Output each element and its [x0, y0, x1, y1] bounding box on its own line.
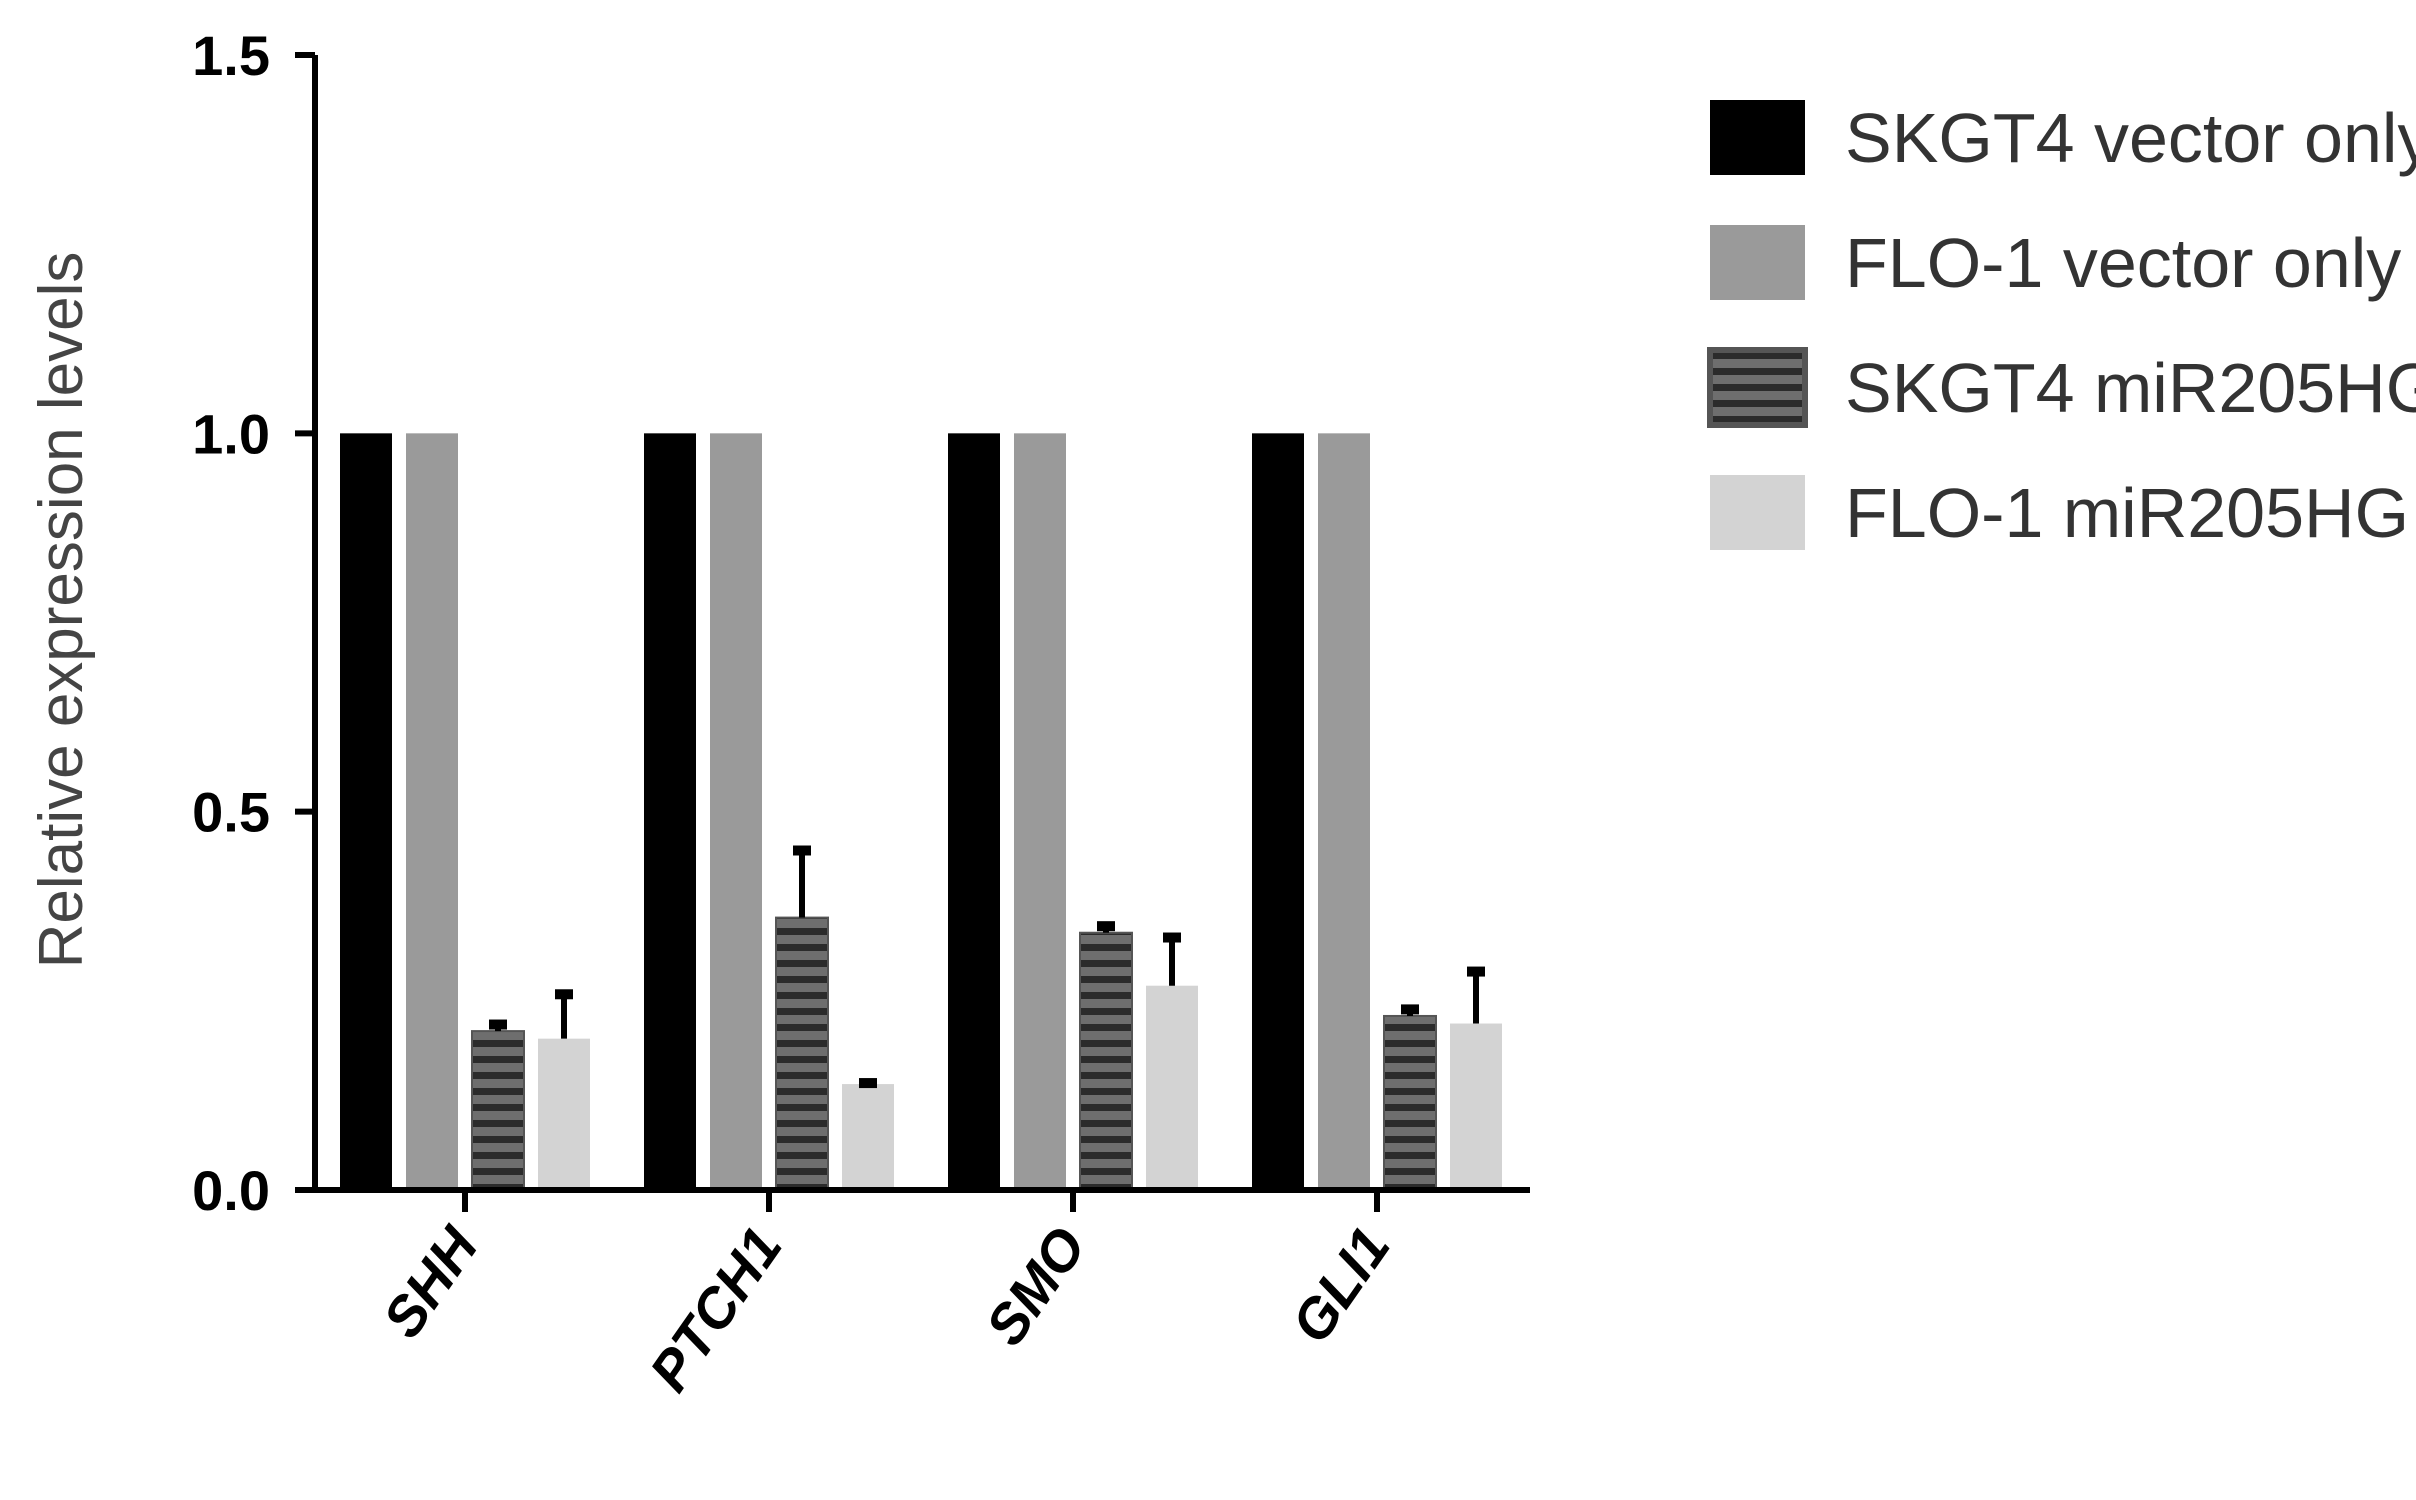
bar-ptch1-series-1 — [644, 433, 696, 1190]
bar-ptch1-series-4 — [842, 1084, 894, 1190]
error-cap — [859, 1078, 877, 1089]
legend-swatch — [1710, 100, 1805, 175]
bar-ptch1-series-3 — [775, 916, 829, 1191]
legend: SKGT4 vector only FLO-1 vector only SKGT4 … — [1707, 99, 2416, 552]
error-cap — [1097, 921, 1115, 932]
error-cap — [555, 989, 573, 1000]
y-tick-label: 0.0 — [192, 1159, 270, 1222]
legend-label: SKGT4 miR205HG — [1845, 349, 2416, 427]
bar-gli1-series-2 — [1318, 433, 1370, 1190]
bar-smo-series-4 — [1146, 985, 1198, 1190]
legend-label: FLO-1 vector only — [1845, 224, 2401, 302]
bar-smo-series-2 — [1014, 433, 1066, 1190]
y-tick-label: 0.5 — [192, 781, 270, 844]
bar-smo-series-3 — [1079, 931, 1133, 1191]
y-tick-label: 1.0 — [192, 402, 270, 465]
error-cap — [1401, 1004, 1419, 1015]
error-cap — [793, 845, 811, 856]
x-axis: SHH PTCH1 SMO GLI1 — [312, 1187, 1530, 1403]
legend-swatch — [1707, 347, 1808, 428]
bars — [340, 433, 1502, 1192]
legend-swatch — [1710, 225, 1805, 300]
x-tick-label: GLI1 — [1279, 1216, 1402, 1354]
bar-smo-series-1 — [948, 433, 1000, 1190]
y-axis: 0.0 0.5 1.0 1.5 — [192, 24, 318, 1222]
bar-shh-series-1 — [340, 433, 392, 1190]
error-cap — [489, 1019, 507, 1030]
y-axis-title: Relative expression levels — [27, 252, 96, 969]
error-cap — [1467, 966, 1485, 977]
bar-shh-series-3 — [471, 1030, 525, 1191]
bar-gli1-series-4 — [1450, 1023, 1502, 1190]
x-tick-label: SMO — [973, 1216, 1098, 1357]
x-tick-label: PTCH1 — [637, 1216, 794, 1403]
error-cap — [1163, 932, 1181, 943]
error-bars — [489, 845, 1485, 1089]
legend-label: FLO-1 miR205HG — [1845, 474, 2409, 552]
bar-ptch1-series-2 — [710, 433, 762, 1190]
legend-label: SKGT4 vector only — [1845, 99, 2416, 177]
bar-shh-series-2 — [406, 433, 458, 1190]
bar-shh-series-4 — [538, 1038, 590, 1190]
legend-swatch — [1710, 475, 1805, 550]
bar-gli1-series-3 — [1383, 1014, 1437, 1192]
y-tick-label: 1.5 — [192, 24, 270, 87]
bar-gli1-series-1 — [1252, 433, 1304, 1190]
x-tick-label: SHH — [370, 1214, 490, 1348]
